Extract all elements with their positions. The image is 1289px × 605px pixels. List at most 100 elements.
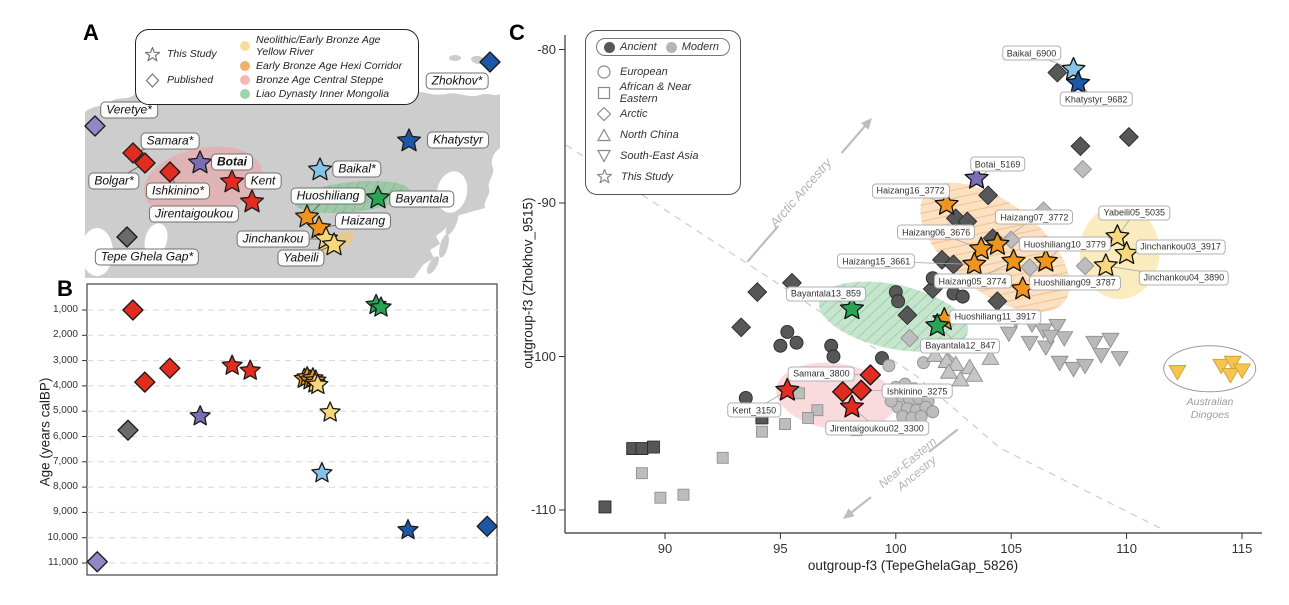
ancestry-arrow-shaft: [841, 122, 868, 154]
map-site-marker-Tepe Ghela Gap: [116, 226, 138, 248]
f3-point-Ishkinino_3275: [850, 379, 872, 401]
legend-this-study-label: This Study: [167, 48, 217, 60]
orange-dot-icon: [240, 61, 250, 71]
f3-bg-point-modern_north_china: [951, 371, 970, 387]
f3-bg-point-ancient_european: [891, 294, 906, 309]
f3-bg-point-ancient_european: [773, 338, 788, 353]
f3-bg-point-modern_arctic: [900, 328, 919, 348]
f3-bg-point-modern_se_asia: [1110, 351, 1129, 367]
f3-point-Kent_3150: [775, 377, 800, 401]
f3-bg-point-modern_afne: [802, 411, 815, 424]
legend-region-central-steppe: Bronze Age Central Steppe: [240, 74, 410, 86]
f3-bg-point-modern_afne: [850, 424, 863, 437]
legend-published: Published: [144, 72, 240, 89]
f3-bg-point-modern_european: [917, 356, 930, 370]
legend-north-china: North China: [596, 124, 730, 145]
legend-this-study-c: This Study: [596, 166, 730, 187]
yellow-dot-icon: [240, 41, 250, 51]
map-island-japan: [465, 187, 475, 213]
legend-region-label: Early Bronze Age Hexi Corridor: [256, 60, 403, 72]
f3-bg-point-modern_afne: [654, 491, 667, 504]
age-point-Veretye: [86, 551, 108, 573]
map-site-marker-Bolgar: [134, 152, 156, 174]
circle-icon: [597, 64, 611, 79]
f3-bg-point-dingoes: [1212, 358, 1231, 375]
legend-region-label: Bronze Age Central Steppe: [256, 74, 384, 86]
pink-dot-icon: [240, 75, 250, 85]
f3-bg-point-modern_afne: [755, 425, 768, 438]
legend-african-near-eastern: African & Near Eastern: [596, 81, 730, 105]
legend-arctic-label: Arctic: [620, 107, 648, 120]
green-dot-icon: [240, 89, 250, 99]
f3-bg-point-modern_se_asia: [1092, 348, 1111, 364]
age-point-Zhokhov: [476, 515, 498, 537]
ancestry-arrow-shaft: [848, 496, 872, 516]
map-island: [449, 55, 461, 61]
triangle-down-icon: [596, 149, 612, 163]
f3-point-Haizang05_3774: [1001, 248, 1026, 272]
f3-bg-point-modern_se_asia: [1020, 335, 1039, 352]
f3-point-Bayantala13_859: [839, 296, 865, 320]
f3-point-Jinchankou04_3890: [1093, 253, 1118, 277]
f3-bg-point-ancient_afne: [635, 442, 649, 456]
ancestry-arrow-shaft: [746, 225, 779, 263]
ancestry-arrowhead-icon: [861, 118, 872, 130]
f3-bg-point-ancient_arctic: [782, 272, 802, 293]
f3-bg-point-modern_afne: [779, 418, 791, 430]
ancestry-arrow-shaft: [928, 428, 959, 453]
legend-european: European: [596, 61, 730, 82]
map-sea: [81, 228, 113, 276]
f3-bg-point-modern_arctic: [1073, 160, 1092, 179]
f3-point-Botai_5169: [964, 165, 989, 189]
map-site-marker-Bayantala: [365, 185, 391, 209]
f3-bg-point-modern_european: [926, 405, 940, 419]
legend-arctic: Arctic: [596, 103, 730, 124]
f3-study-point: [832, 381, 854, 403]
f3-bg-point-ancient_european: [955, 289, 970, 304]
f3-bg-point-ancient_arctic: [747, 282, 768, 302]
age-point-Jinchankou03: [307, 373, 329, 395]
f3-bg-point-ancient_arctic: [978, 185, 998, 206]
f3-bg-point-dingoes: [1221, 368, 1240, 384]
map-site-marker-Khatystyr: [396, 128, 422, 152]
f3-point-Baikal_6900: [1061, 56, 1086, 80]
f3-bg-point-ancient_arctic: [943, 254, 964, 275]
age-point-Yabeili05: [319, 401, 341, 422]
age-point-Bolgar: [122, 299, 144, 321]
map-site-marker-Ishkinino: [159, 161, 181, 183]
legend-this-study: This Study: [144, 46, 240, 63]
f3-point-Jinchankou03_3917: [1114, 241, 1139, 265]
legend-european-label: European: [620, 65, 668, 78]
age-point-Khatystyr: [397, 518, 419, 540]
f3-point-Haizang07_3772: [985, 231, 1010, 255]
f3-bg-point-modern_se_asia: [1041, 329, 1060, 345]
f3-bg-point-modern_arctic: [1034, 201, 1053, 220]
map-island-japan: [445, 212, 459, 236]
legend-this-study-c-label: This Study: [621, 170, 673, 183]
age-point-Bayantala12: [370, 296, 392, 317]
f3-bg-point-dingoes: [1233, 363, 1251, 379]
legend-north-china-label: North China: [620, 128, 679, 141]
f3-bg-point-ancient_european: [789, 335, 804, 350]
age-point-Kent: [221, 354, 243, 375]
f3-bg-point-modern_se_asia: [1076, 358, 1094, 375]
f3-point-Jirentaigoukou02_3300: [839, 394, 865, 418]
f3-cluster-ellipse-outline: [1163, 345, 1257, 393]
f3-bg-point-modern_se_asia: [1064, 361, 1083, 378]
age-point-Samara: [134, 371, 156, 393]
legend-modern-label: Modern: [681, 41, 719, 53]
f3-bg-point-modern_afne: [811, 404, 824, 417]
f3-bg-point-modern_afne: [635, 467, 648, 480]
legend-region-label: Neolithic/Early Bronze Age Yellow River: [256, 34, 381, 58]
f3-bg-point-modern_european: [914, 409, 928, 423]
square-icon: [597, 86, 611, 99]
f3-bg-point-modern_european: [884, 394, 898, 408]
f3-bg-point-modern_se_asia: [1048, 318, 1067, 335]
star-icon: [596, 168, 613, 184]
f3-bg-point-ancient_afne: [755, 411, 769, 425]
f3-bg-point-modern_afne: [716, 451, 729, 464]
f3-bg-point-modern_north_china: [940, 363, 958, 379]
age-chart-panel: [82, 283, 498, 576]
f3-bg-point-modern_se_asia: [1006, 312, 1025, 329]
f3-bg-point-modern_se_asia: [1085, 335, 1104, 352]
